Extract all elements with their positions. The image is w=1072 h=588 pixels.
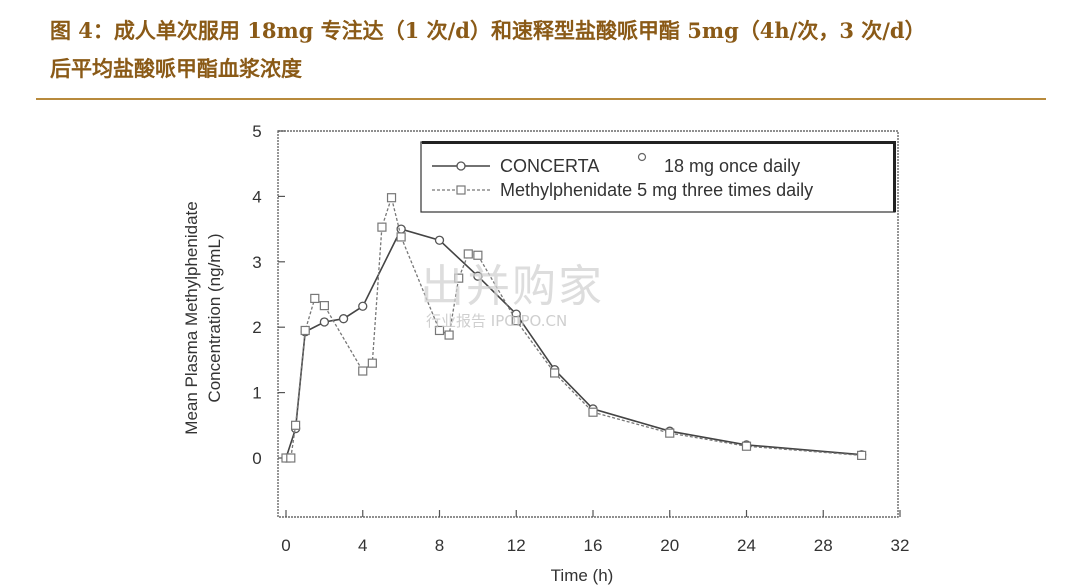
- caption-line-2: 后平均盐酸哌甲酯血浆浓度: [50, 56, 302, 81]
- legend: CONCERTA 18 mg once daily Methylphenidate …: [420, 141, 896, 213]
- series-2-point: [377, 222, 387, 232]
- x-tick-label: 8: [435, 536, 444, 555]
- plot-area-frame: [277, 130, 899, 518]
- y-tick-label: 5: [252, 122, 261, 141]
- series-2-point: [396, 232, 406, 242]
- series-2-point: [300, 325, 310, 336]
- y-tick-label: 1: [252, 384, 261, 403]
- series-2-point: [386, 193, 397, 203]
- x-tick-label: 32: [891, 536, 910, 555]
- series-2-point: [358, 366, 368, 376]
- x-tick-label: 0: [281, 536, 290, 555]
- series-1-point: [434, 235, 445, 245]
- series-2-point: [588, 407, 598, 417]
- y-tick-label: 3: [252, 253, 261, 272]
- x-tick-label: 28: [814, 536, 833, 555]
- series-1-point: [338, 314, 349, 324]
- legend-marker-methylphenidate: [456, 185, 466, 195]
- series-2-point: [665, 428, 675, 438]
- series-2-point: [463, 249, 473, 259]
- series-2-point: [434, 325, 445, 336]
- y-axis-label-line-2: Concentration (ng/mL): [205, 233, 224, 402]
- series-1-point: [473, 271, 483, 281]
- series-line-1: [285, 228, 862, 459]
- legend-box-shadow-right: [893, 141, 896, 212]
- legend-label-concerta-dose: 18 mg once daily: [664, 156, 800, 176]
- series-2-point: [857, 450, 867, 460]
- caption-line-1: 图 4：成人单次服用 18mg 专注达（1 次/d）和速释型盐酸哌甲酯 5mg（…: [50, 18, 926, 43]
- series-2-point: [319, 301, 329, 311]
- legend-label-methylphenidate: Methylphenidate 5 mg three times daily: [500, 180, 813, 200]
- series-2-point: [286, 453, 296, 463]
- series-2-point: [367, 358, 377, 368]
- y-tick-label: 4: [252, 187, 261, 206]
- x-tick-label: 20: [660, 536, 679, 555]
- y-tick-label: 2: [252, 318, 261, 337]
- y-axis-ticks: 0 1 2 3 4 5: [252, 122, 285, 468]
- series-2-point: [473, 250, 483, 260]
- x-tick-label: 24: [737, 536, 756, 555]
- series-line-2: [286, 195, 862, 459]
- series-1-point: [358, 301, 368, 311]
- figure-caption: 图 4：成人单次服用 18mg 专注达（1 次/d）和速释型盐酸哌甲酯 5mg（…: [50, 12, 1050, 88]
- series-1-point: [319, 317, 330, 327]
- registered-mark-icon: [637, 152, 647, 162]
- x-axis-label: Time (h): [551, 566, 614, 585]
- series-2-point: [444, 330, 454, 340]
- series-2-point: [741, 441, 752, 451]
- x-tick-label: 4: [358, 536, 367, 555]
- x-axis-ticks: 0 4 8 12 16 20 24 28 32: [281, 510, 909, 555]
- series-2-point: [454, 273, 464, 283]
- y-axis-label-line-1: Mean Plasma Methylphenidate: [182, 201, 201, 434]
- x-tick-label: 12: [507, 536, 526, 555]
- legend-label-concerta: CONCERTA: [500, 156, 599, 176]
- caption-divider: [36, 98, 1046, 100]
- series-2-point: [310, 293, 320, 304]
- legend-box-shadow: [422, 141, 896, 144]
- legend-marker-concerta: [456, 161, 466, 171]
- x-tick-label: 16: [584, 536, 603, 555]
- series-2-point: [550, 368, 560, 378]
- legend-box: [420, 141, 896, 213]
- series-2-point: [511, 316, 521, 326]
- series-1-point: [396, 224, 406, 234]
- y-tick-label: 0: [252, 449, 261, 468]
- series-2-point: [290, 420, 301, 430]
- series-layer: [281, 193, 867, 463]
